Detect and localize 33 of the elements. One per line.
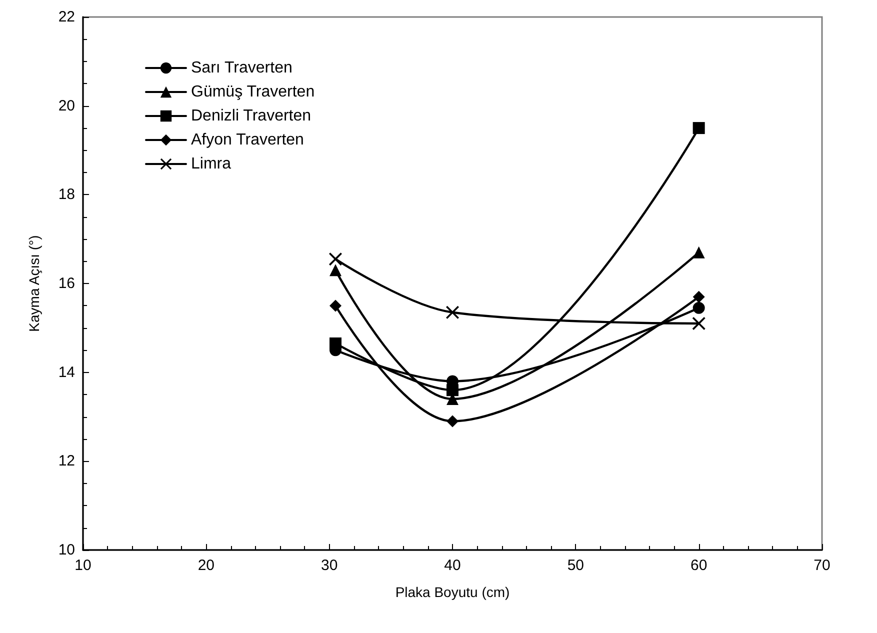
y-tick-label: 10 <box>58 542 75 558</box>
x-tick-label: 20 <box>198 557 215 574</box>
point <box>329 264 342 276</box>
point <box>446 306 459 319</box>
legend-label: Afyon Traverten <box>191 132 304 148</box>
x-tick-label: 60 <box>690 557 708 574</box>
point <box>328 252 342 266</box>
x-tick-label: 40 <box>444 557 461 574</box>
legend-label: Gümüş Traverten <box>191 84 315 100</box>
point <box>692 290 705 303</box>
point <box>329 300 342 312</box>
x-tick-label: 30 <box>320 557 338 574</box>
x-tick-label: 50 <box>567 557 584 574</box>
legend-label: Denizli Traverten <box>191 108 312 124</box>
x-tick-label: 10 <box>74 557 92 574</box>
point <box>692 122 705 134</box>
legend-label: Sarı Traverten <box>191 60 292 76</box>
point <box>692 316 706 330</box>
point <box>446 415 458 428</box>
y-tick-label: 22 <box>58 8 75 26</box>
x-tick-label: 70 <box>814 557 830 574</box>
legend-label: Limra <box>191 156 232 172</box>
point <box>446 384 458 396</box>
y-tick-label: 18 <box>58 186 75 204</box>
y-tick-label: 14 <box>58 364 75 381</box>
point <box>329 337 342 350</box>
y-tick-label: 12 <box>58 452 75 470</box>
y-tick-label: 20 <box>58 97 75 114</box>
point <box>692 302 705 314</box>
x-axis-title: Plaka Boyutu (cm) <box>395 584 510 600</box>
y-axis-title: Kayma Açısı (°) <box>26 235 42 332</box>
point <box>692 246 705 258</box>
y-tick-label: 16 <box>58 275 75 292</box>
